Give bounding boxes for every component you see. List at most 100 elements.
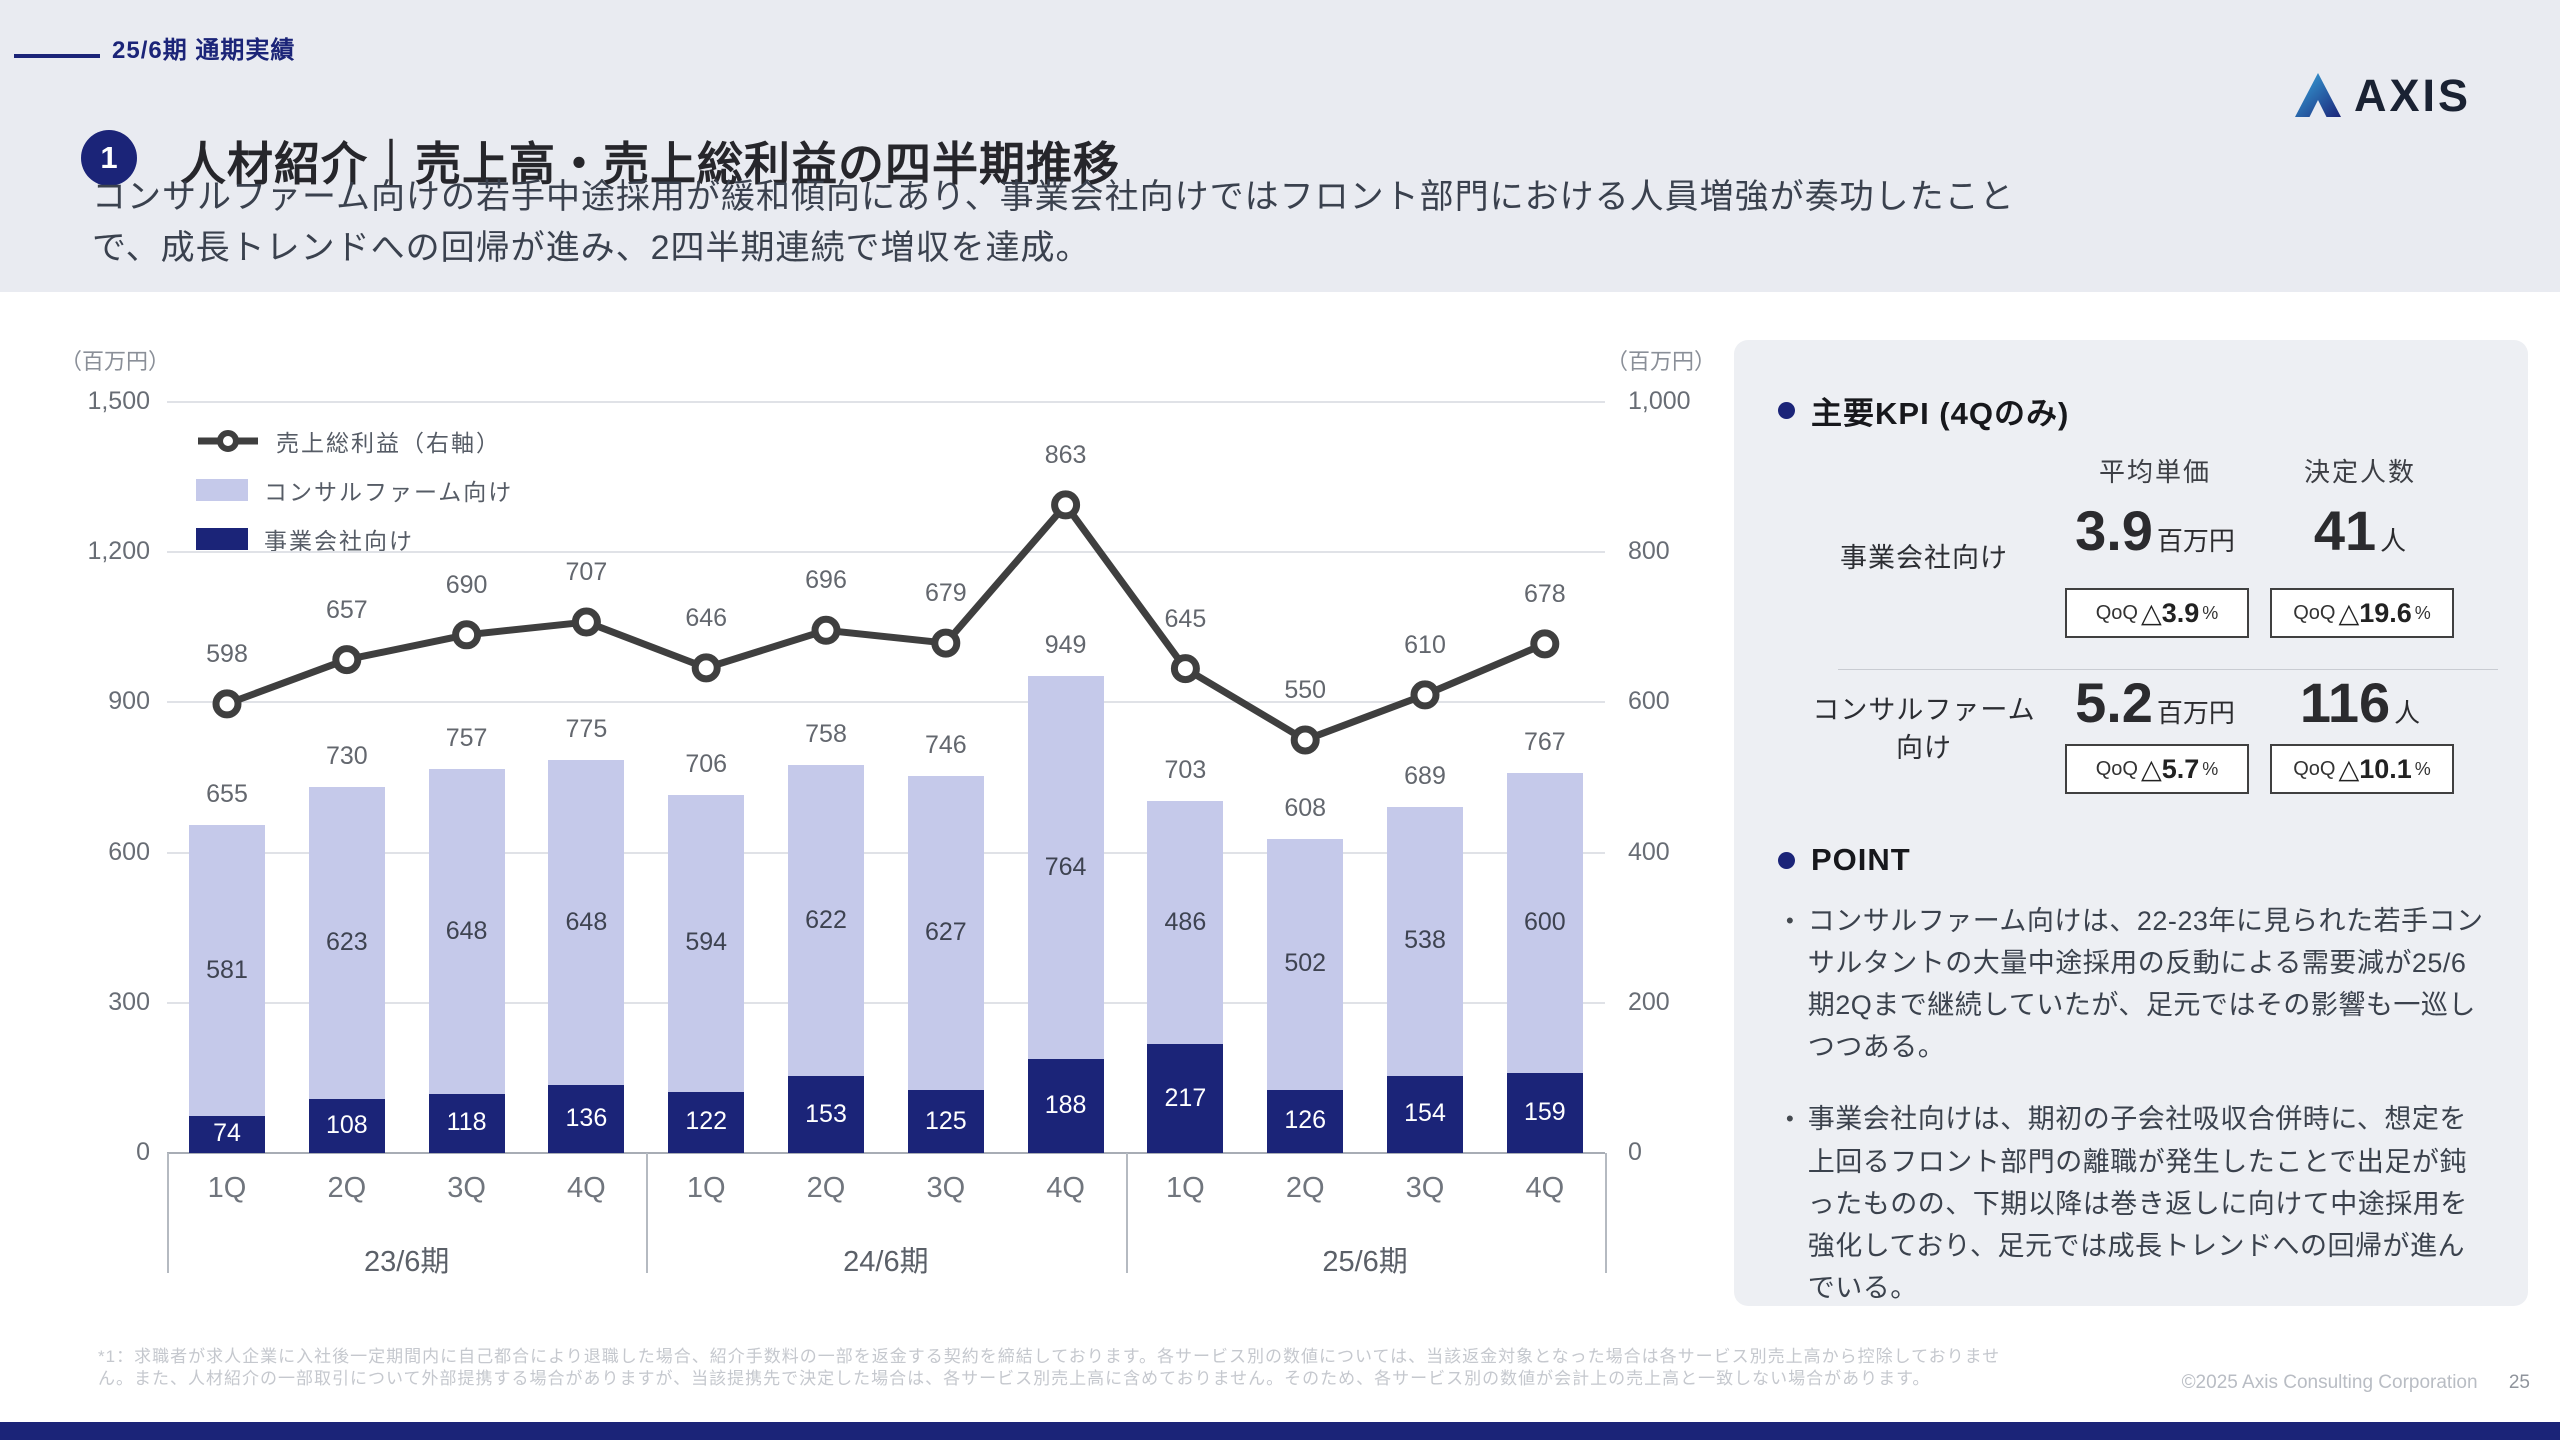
qoq-prefix: QoQ [2293, 757, 2336, 780]
bar-segment-label-dark: 217 [1164, 1083, 1207, 1112]
qoq-value: △5.7 [2140, 753, 2200, 784]
bar-total-label: 775 [565, 715, 608, 744]
kpi-row-label-business-company: 事業会社向け [1794, 540, 2054, 578]
bar-segment-label-light: 648 [565, 907, 608, 936]
point-list: • コンサルファーム向けは、22-23年に見られた若手コンサルタントの大量中途採… [1786, 900, 2486, 1339]
kpi-title: 主要KPI (4Qのみ) [1811, 396, 2070, 431]
bar-segment-consulting-firm [428, 769, 505, 1094]
axis-logo-text: AXIS [2354, 70, 2472, 121]
kpi-column-header-count: 決定人数 [2303, 457, 2416, 487]
bar-segment-label-dark: 108 [325, 1110, 368, 1139]
footnote-line-2: ん。また、人材紹介の一部取引について外部提携する場合がありますが、当該提携先で決… [98, 1369, 1931, 1389]
legend-item-gross-profit: 売上総利益（右軸） [196, 424, 513, 458]
line-marker-icon [1290, 725, 1320, 755]
qoq-suffix: % [2202, 758, 2219, 779]
bar-total-label: 746 [924, 731, 967, 760]
bar-segment-label-light: 627 [924, 918, 967, 947]
bar-segment-consulting-firm [907, 776, 984, 1091]
x-axis-quarter-label: 4Q [1525, 1172, 1565, 1204]
kpi-row-label-line: コンサルファーム [1812, 695, 2036, 725]
qoq-suffix: % [2414, 602, 2431, 623]
qoq-prefix: QoQ [2293, 601, 2336, 624]
bar-segment-business-company [1027, 1058, 1104, 1153]
line-value-label: 646 [685, 603, 728, 632]
bar-segment-business-company [668, 1091, 745, 1153]
x-axis-fiscal-year-label: 23/6期 [363, 1246, 450, 1278]
line-value-label: 598 [206, 639, 248, 668]
line-value-label: 678 [1523, 579, 1566, 608]
bar-segment-consulting-firm [548, 760, 625, 1085]
kpi-number: 5.2 [2075, 671, 2153, 734]
line-value-label: 645 [1164, 604, 1207, 633]
kpi-column-header-price: 平均単価 [2098, 457, 2211, 487]
kpi-value-count-row1: 41 人 [2260, 498, 2460, 563]
bar-segment-business-company [907, 1090, 984, 1153]
subtitle-line-1: コンサルファーム向けの若手中途採用が緩和傾向にあり、事業会社向けではフロント部門… [92, 178, 2015, 216]
x-axis-quarter-label: 3Q [1405, 1172, 1445, 1204]
x-axis-quarter-label: 4Q [1046, 1172, 1085, 1204]
line-value-label: 863 [1044, 440, 1087, 469]
point-text: 事業会社向けは、期初の子会社吸収合併時に、想定を上回るフロント部門の離職が発生し… [1807, 1104, 2468, 1303]
bar-total-label: 655 [206, 780, 248, 809]
x-axis-quarter-label: 1Q [1166, 1172, 1205, 1204]
qoq-suffix: % [2414, 758, 2431, 779]
bar-total-label: 730 [325, 742, 368, 770]
point-bullet-2: • 事業会社向けは、期初の子会社吸収合併時に、想定を上回るフロント部門の離職が発… [1786, 1098, 2486, 1309]
line-value-label: 679 [924, 579, 967, 608]
bar-total-label: 758 [805, 719, 847, 748]
kpi-row-label-line: 事業会社向け [1840, 543, 2008, 573]
bullet-dot-icon [1778, 402, 1795, 419]
bar-segment-consulting-firm [189, 825, 265, 1116]
x-axis-quarter-label: 4Q [567, 1172, 606, 1204]
bar-segment-label-light: 648 [445, 916, 488, 945]
bar-segment-business-company [548, 1084, 625, 1153]
qoq-value: △3.9 [2140, 597, 2200, 628]
line-marker-icon [571, 607, 601, 637]
kpi-unit: 百万円 [2156, 526, 2235, 556]
left-axis-tick: 600 [108, 837, 150, 866]
bar-total-label: 767 [1523, 727, 1566, 756]
bar-segment-label-dark: 153 [805, 1099, 847, 1128]
x-axis-quarter-label: 2Q [327, 1172, 367, 1204]
bar-segment-business-company [1267, 1089, 1344, 1153]
left-axis-tick: 1,200 [87, 537, 150, 566]
kpi-unit: 百万円 [2156, 698, 2235, 728]
bar-segment-label-light: 764 [1044, 852, 1087, 881]
right-axis-tick: 1,000 [1628, 387, 1691, 415]
bullet-icon: • [1786, 1106, 1794, 1132]
bar-segment-label-light: 594 [685, 928, 728, 957]
kpi-value-count-row2: 116 人 [2260, 670, 2460, 735]
kpi-section-header: 主要KPI (4Qのみ) [1778, 388, 2069, 433]
line-value-label: 610 [1404, 630, 1446, 659]
bar-segment-label-dark: 154 [1404, 1099, 1446, 1128]
point-text: コンサルファーム向けは、22-23年に見られた若手コンサルタントの大量中途採用の… [1807, 906, 2484, 1063]
x-axis-quarter-label: 3Q [926, 1172, 966, 1204]
bar-segment-consulting-firm [668, 794, 745, 1092]
gridline [167, 851, 1605, 854]
bar-segment-consulting-firm [308, 787, 385, 1099]
line-marker-icon [931, 628, 961, 658]
qoq-prefix: QoQ [2095, 757, 2138, 780]
kpi-panel: 主要KPI (4Qのみ) 平均単価 決定人数 事業会社向け 3.9 百万円 41… [1734, 340, 2528, 1306]
line-marker-icon [1051, 490, 1081, 520]
bar-segment-label-light: 622 [805, 905, 847, 934]
qoq-badge-price-row1: QoQ △3.9 % [2065, 588, 2249, 638]
left-axis-tick: 1,500 [87, 387, 150, 415]
bullet-dot-icon [1778, 851, 1795, 869]
dark-bar-swatch-icon [196, 528, 248, 550]
kpi-unit: 人 [2380, 526, 2407, 556]
bar-segment-business-company [1506, 1073, 1583, 1153]
bar-segment-label-light: 502 [1284, 949, 1327, 978]
x-axis-quarter-label: 2Q [806, 1172, 846, 1204]
bar-segment-label-light: 623 [325, 927, 368, 956]
qoq-value: △10.1 [2338, 753, 2412, 784]
bar-segment-label-dark: 74 [213, 1119, 241, 1148]
bar-segment-consulting-firm [788, 764, 864, 1077]
year-group-separator [1125, 1153, 1128, 1273]
line-value-label: 657 [325, 595, 368, 624]
year-group-separator [1605, 1153, 1607, 1273]
qoq-badge-price-row2: QoQ △5.7 % [2065, 744, 2249, 794]
bar-segment-business-company [1147, 1044, 1224, 1153]
copyright-text: ©2025 Axis Consulting Corporation [2181, 1372, 2478, 1393]
bar-segment-label-dark: 122 [685, 1107, 728, 1136]
